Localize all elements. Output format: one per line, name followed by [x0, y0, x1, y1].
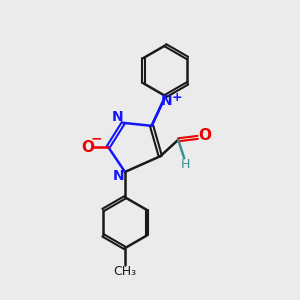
Text: H: H	[181, 158, 190, 171]
Text: +: +	[172, 91, 182, 104]
Text: CH₃: CH₃	[113, 266, 136, 278]
Text: N: N	[161, 94, 173, 107]
Text: O: O	[199, 128, 212, 143]
Text: O: O	[81, 140, 94, 154]
Text: N: N	[112, 169, 124, 182]
Text: −: −	[90, 132, 102, 146]
Text: N: N	[112, 110, 124, 124]
